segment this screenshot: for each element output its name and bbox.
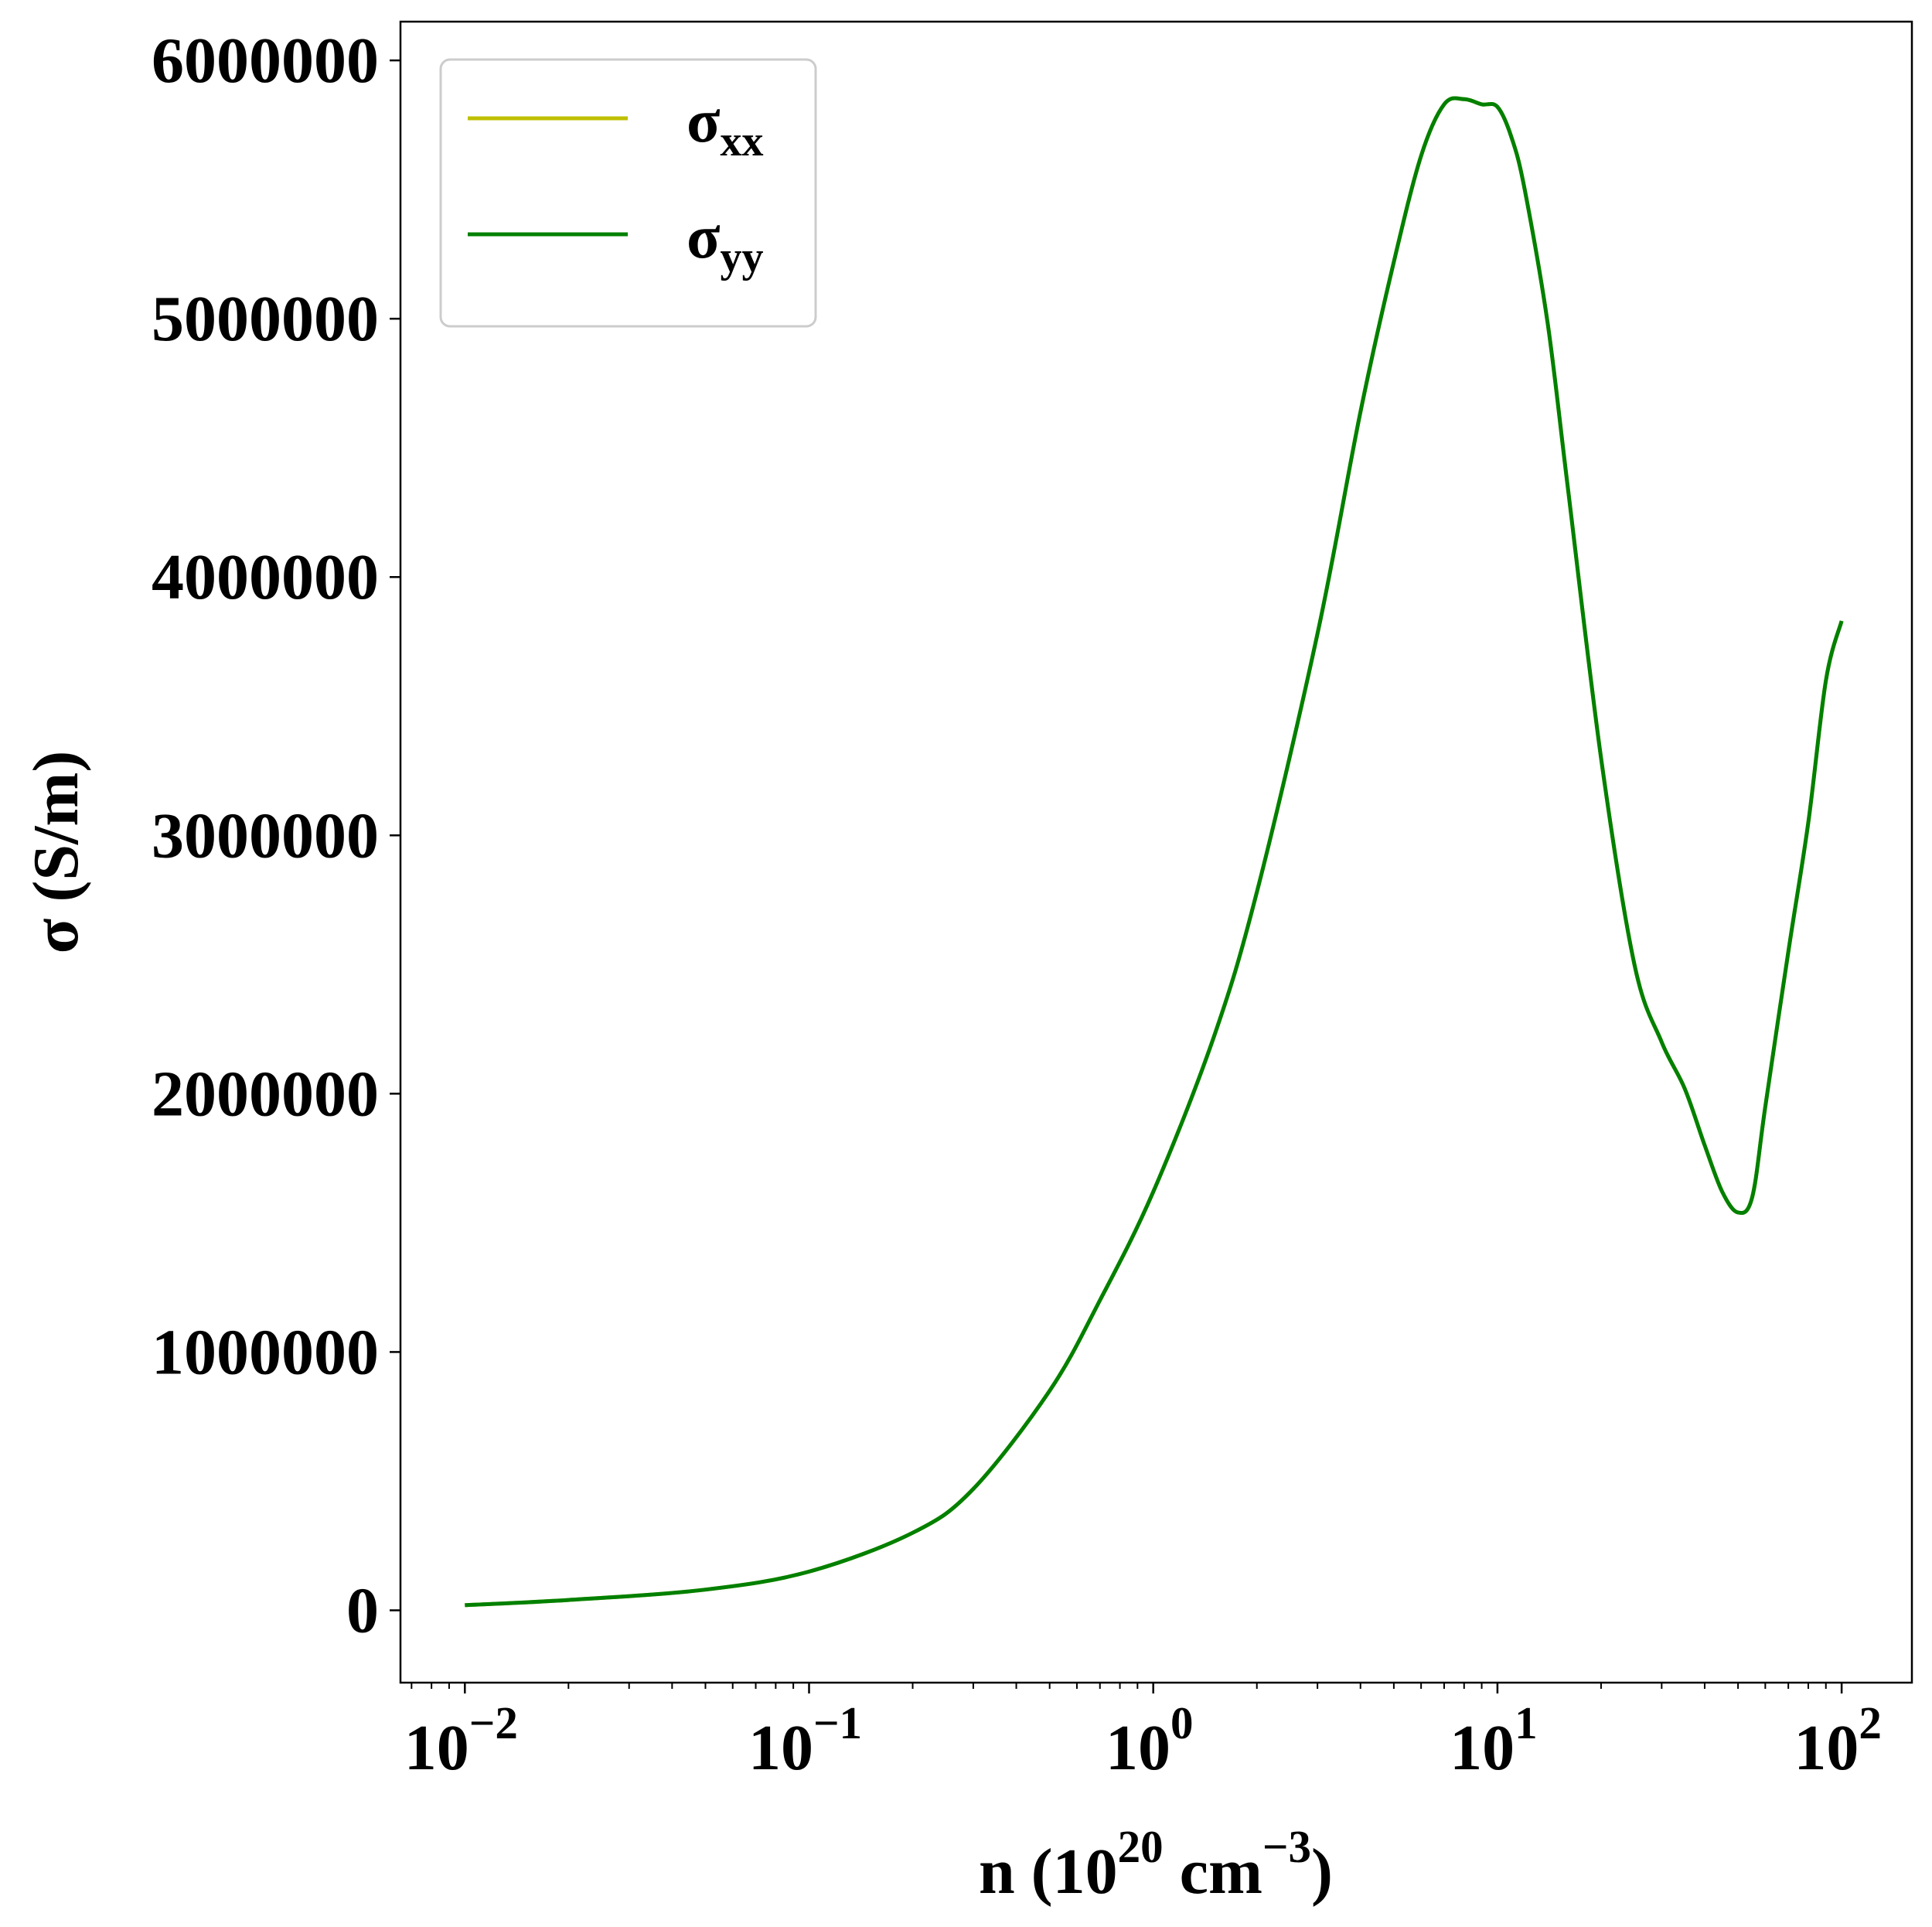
legend-label-sigma-xx: σxx xyxy=(687,87,764,165)
y-tick-label-5: 5000000 xyxy=(152,283,379,355)
x-tick-label-3: 101 xyxy=(1450,1697,1538,1784)
x-tick-label-0: 10−2 xyxy=(404,1697,518,1784)
y-tick-label-2: 2000000 xyxy=(152,1058,379,1130)
legend: σxx σyy xyxy=(439,58,817,328)
axis-layer: 0 1000000 2000000 3000000 4000000 5000000 6000… xyxy=(152,25,1882,1784)
y-tick-label-1: 1000000 xyxy=(152,1316,379,1388)
y-tick-label-0: 0 xyxy=(346,1574,379,1646)
series-layer xyxy=(465,96,1844,1608)
x-tick-label-1: 10−1 xyxy=(748,1697,862,1784)
x-axis-label: n (1020 cm−3) xyxy=(979,1821,1333,1908)
plot-frame xyxy=(399,20,1913,1684)
y-tick-label-6: 6000000 xyxy=(152,25,379,97)
x-tick-label-4: 102 xyxy=(1794,1697,1882,1784)
x-axis-label-sup1: 20 xyxy=(1118,1821,1164,1872)
y-tick-label-4: 4000000 xyxy=(152,541,379,613)
series-line-yy xyxy=(465,96,1844,1608)
legend-label-sigma-yy: σyy xyxy=(687,203,764,281)
y-tick-label-3: 3000000 xyxy=(152,800,379,871)
x-tick-label-2: 100 xyxy=(1106,1697,1194,1784)
y-axis-label: σ (S/m) xyxy=(20,751,92,954)
legend-box xyxy=(439,58,817,328)
x-axis-label-sup2: −3 xyxy=(1262,1821,1311,1872)
